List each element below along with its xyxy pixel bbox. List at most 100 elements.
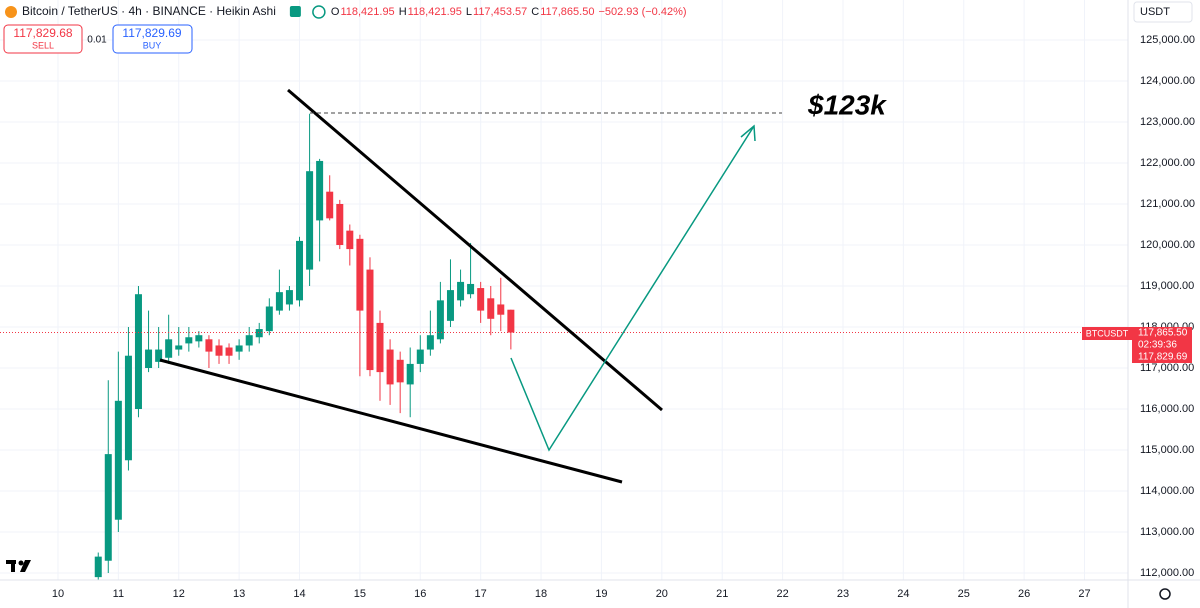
- arrow-head: [740, 124, 756, 142]
- buy-price: 117,829.69: [122, 26, 181, 40]
- chart-title: Bitcoin / TetherUS · 4h · BINANCE · Heik…: [22, 4, 276, 18]
- buy-label: BUY: [143, 40, 162, 50]
- candle-body: [467, 283, 475, 295]
- x-tick-label: 26: [1018, 588, 1030, 600]
- candle-body: [94, 556, 102, 578]
- y-tick-label: 119,000.00: [1140, 280, 1194, 292]
- candle-body: [457, 281, 465, 301]
- candle-body: [346, 230, 354, 250]
- candle-body: [497, 304, 505, 315]
- x-tick-label: 16: [414, 588, 426, 600]
- candle-body: [134, 294, 142, 410]
- trendline-lower: [159, 358, 623, 484]
- candle-body: [285, 290, 293, 305]
- candle-body: [275, 292, 283, 311]
- x-tick-label: 21: [716, 588, 728, 600]
- candle-body: [396, 359, 404, 383]
- symbol-icon: [5, 6, 17, 18]
- y-tick-label: 116,000.00: [1140, 403, 1194, 415]
- grid: [0, 0, 1128, 580]
- ohlc-key: C: [531, 6, 539, 18]
- currency-button[interactable]: [1133, 1, 1193, 23]
- status-icon: [289, 6, 301, 17]
- projection-arrow: [510, 125, 755, 452]
- candle-body: [306, 171, 314, 270]
- x-tick-label: 17: [475, 588, 487, 600]
- x-tick-label: 12: [173, 588, 185, 600]
- price-tag-countdown: 02:39:36: [1138, 340, 1177, 351]
- candle-body: [215, 345, 223, 356]
- sell-price: 117,829.68: [13, 26, 72, 40]
- candle-body: [356, 238, 364, 311]
- y-tick-label: 117,000.00: [1140, 362, 1194, 374]
- price-tag: [1132, 327, 1192, 363]
- candles: [0, 113, 1128, 580]
- candle-body: [477, 288, 485, 311]
- x-tick-label: 10: [52, 588, 64, 600]
- candle-body: [195, 335, 203, 342]
- candle-body: [155, 349, 163, 362]
- x-tick-label: 20: [656, 588, 668, 600]
- y-tick-label: 120,000.00: [1140, 239, 1195, 251]
- candle-body: [436, 300, 444, 340]
- ohlc-key: H: [399, 6, 407, 18]
- ohlc-key: O: [331, 6, 340, 18]
- axes: 112,000.00 113,000.00 114,000.00 115,000.00…: [52, 34, 1195, 600]
- x-tick-label: 15: [354, 588, 366, 600]
- x-tick-label: 18: [535, 588, 547, 600]
- y-tick-label: 125,000.00: [1140, 34, 1195, 46]
- candle-body: [296, 240, 304, 301]
- candle-body: [124, 355, 132, 461]
- candle-body: [205, 339, 213, 352]
- eye-icon: [312, 5, 326, 19]
- ohlc-value: 118,421.95: [340, 6, 394, 18]
- x-tick-label: 19: [595, 588, 607, 600]
- y-tick-label: 113,000.00: [1140, 526, 1194, 538]
- candle-body: [145, 349, 153, 369]
- candle-body: [336, 203, 344, 245]
- y-tick-label: 124,000.00: [1140, 75, 1195, 87]
- price-tag-buy: 117,829.69: [1138, 352, 1188, 363]
- ohlc-value: 117,453.57: [473, 6, 527, 18]
- symbol-tag: [1082, 327, 1132, 340]
- y-tick-label: 123,000.00: [1140, 116, 1195, 128]
- candle-body: [225, 347, 233, 356]
- y-tick-label: 115,000.00: [1140, 444, 1194, 456]
- candle-body: [416, 349, 424, 364]
- candle-body: [165, 339, 173, 358]
- candle-body: [386, 349, 394, 385]
- x-tick-label: 27: [1078, 588, 1090, 600]
- candle-body: [245, 335, 253, 346]
- candle-body: [185, 337, 193, 344]
- settings-icon[interactable]: [1159, 588, 1171, 600]
- candle-body: [235, 345, 243, 352]
- logo: [6, 560, 31, 572]
- x-tick-label: 23: [837, 588, 849, 600]
- price-tag-price: 117,865.50: [1138, 328, 1188, 339]
- candle-body: [265, 306, 273, 332]
- candle-body: [507, 309, 515, 333]
- y-tick-label: 114,000.00: [1140, 485, 1194, 497]
- candle-body: [104, 454, 112, 561]
- candle-body: [366, 269, 374, 371]
- candle-body: [316, 160, 324, 221]
- x-tick-label: 13: [233, 588, 245, 600]
- x-tick-label: 11: [113, 588, 124, 600]
- buy-button[interactable]: [112, 24, 193, 54]
- sell-button[interactable]: [3, 24, 83, 54]
- x-tick-label: 24: [897, 588, 909, 600]
- annotation: $123k: [807, 89, 887, 120]
- y-tick-label: 112,000.00: [1140, 567, 1194, 579]
- price-label: BTCUSDT 117,865.50 02:39:36 117,829.69: [1082, 327, 1192, 363]
- candle-body: [255, 329, 263, 338]
- change: −502.93 (−0.42%): [598, 6, 686, 18]
- candle-body: [114, 400, 122, 520]
- ohlc-value: 118,421.95: [408, 6, 462, 18]
- candle-body: [376, 322, 384, 373]
- ohlc-key: L: [466, 6, 472, 18]
- currency: USDT: [1140, 6, 1170, 18]
- y-tick-label: 121,000.00: [1140, 198, 1195, 210]
- x-tick-label: 22: [776, 588, 788, 600]
- x-tick-label: 25: [958, 588, 970, 600]
